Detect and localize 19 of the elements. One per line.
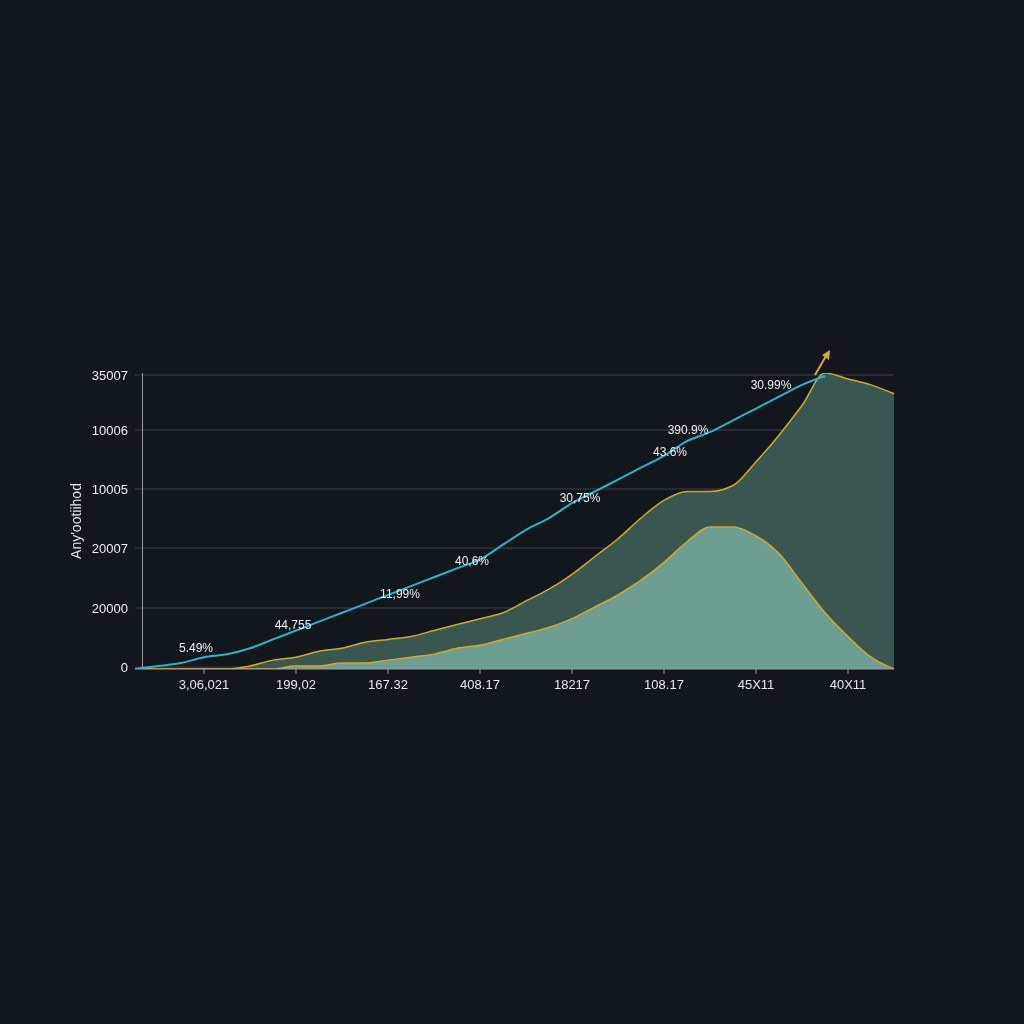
- text: 0: [120, 659, 128, 675]
- text: 20007: [91, 540, 128, 556]
- annotation: 5.49%: [178, 640, 214, 655]
- text: 20000: [91, 600, 128, 616]
- x-tick-label: 45X11: [737, 677, 775, 692]
- x-tick-label: 408.17: [460, 677, 500, 692]
- x-tick-label: 18217: [553, 677, 591, 692]
- annotation: 390.9%: [667, 422, 709, 437]
- text: 35007: [91, 367, 128, 383]
- annotation: 44,755: [274, 617, 312, 632]
- annotation: 30.99%: [750, 377, 792, 392]
- text: 10005: [91, 481, 128, 497]
- x-tick-label: 108.17: [644, 677, 684, 692]
- x-tick-label: 199,02: [276, 677, 316, 692]
- text: 10006: [91, 422, 128, 438]
- y-axis-title: Any'ootiihod: [68, 483, 84, 559]
- x-tick-label: 167.32: [368, 677, 408, 692]
- x-tick-label: 3,06,021: [178, 677, 230, 692]
- x-tick-label: 40X11: [829, 677, 867, 692]
